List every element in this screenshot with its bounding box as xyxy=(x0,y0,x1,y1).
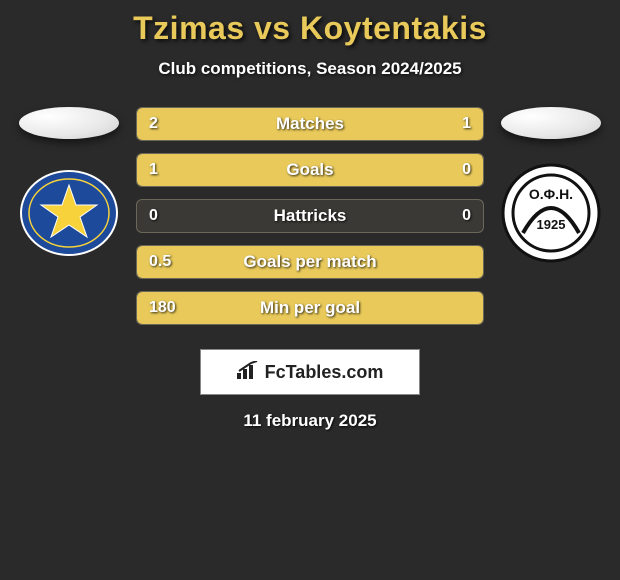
stat-row: 1Goals0 xyxy=(136,153,484,187)
stat-value-right: 1 xyxy=(462,115,471,133)
stat-value-right: 0 xyxy=(462,207,471,225)
right-column: Ο.Φ.Η. 1925 xyxy=(496,107,606,263)
card-subtitle: Club competitions, Season 2024/2025 xyxy=(8,59,612,79)
main-area: 2Matches11Goals00Hattricks00.5Goals per … xyxy=(8,107,612,337)
stat-label: Hattricks xyxy=(137,206,483,226)
chart-icon xyxy=(237,361,259,384)
ofi-initials: Ο.Φ.Η. xyxy=(529,186,573,202)
branding-text: FcTables.com xyxy=(265,362,384,383)
stat-value-left: 1 xyxy=(149,161,158,179)
card-title: Tzimas vs Koytentakis xyxy=(8,10,612,47)
stat-row: 0Hattricks0 xyxy=(136,199,484,233)
stat-fill-left xyxy=(137,246,483,278)
stat-value-left: 0.5 xyxy=(149,253,171,271)
stat-fill-left xyxy=(137,292,483,324)
player-oval-left xyxy=(19,107,119,139)
stat-row: 2Matches1 xyxy=(136,107,484,141)
stat-fill-left xyxy=(137,154,400,186)
club-badge-left xyxy=(19,163,119,263)
stat-value-right: 0 xyxy=(462,161,471,179)
stat-value-left: 2 xyxy=(149,115,158,133)
club-badge-right: Ο.Φ.Η. 1925 xyxy=(501,163,601,263)
stat-value-left: 180 xyxy=(149,299,176,317)
player-oval-right xyxy=(501,107,601,139)
date-line: 11 february 2025 xyxy=(8,411,612,431)
stat-row: 180Min per goal xyxy=(136,291,484,325)
stats-column: 2Matches11Goals00Hattricks00.5Goals per … xyxy=(136,107,484,337)
stat-row: 0.5Goals per match xyxy=(136,245,484,279)
comparison-card: Tzimas vs Koytentakis Club competitions,… xyxy=(0,0,620,441)
ofi-year: 1925 xyxy=(537,217,566,232)
left-column xyxy=(14,107,124,263)
stat-fill-left xyxy=(137,108,365,140)
stat-value-left: 0 xyxy=(149,207,158,225)
branding-box[interactable]: FcTables.com xyxy=(200,349,420,395)
